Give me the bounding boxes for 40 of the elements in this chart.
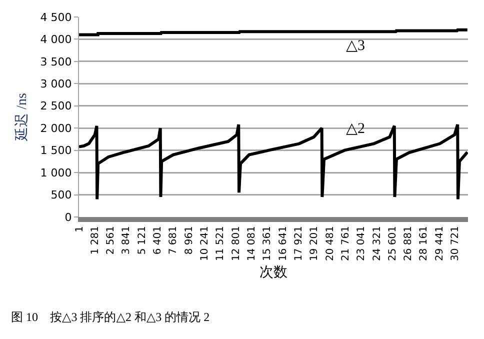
x-tick-label: 3 841 xyxy=(121,226,132,255)
y-tick-label: 500 xyxy=(50,188,72,202)
series-label: △3 xyxy=(346,38,366,54)
x-axis-title: 次数 xyxy=(260,264,288,280)
x-tick-label: 14 081 xyxy=(246,226,258,261)
x-tick-label: 2 561 xyxy=(106,226,117,255)
x-tick-label: 21 761 xyxy=(340,226,352,261)
x-tick-label: 1 281 xyxy=(90,226,101,255)
y-tick-label: 1 000 xyxy=(40,166,72,180)
x-tick-label: 25 601 xyxy=(387,226,398,261)
y-tick-label: 3 500 xyxy=(40,55,72,68)
y-tick-label: 1 500 xyxy=(40,144,72,158)
x-tick-label: 11 521 xyxy=(215,226,226,261)
x-tick-label: 28 161 xyxy=(418,226,430,261)
x-tick-label: 7 681 xyxy=(168,226,180,255)
x-tick-label: 15 361 xyxy=(262,226,274,261)
x-tick-label: 19 201 xyxy=(309,226,320,261)
x-tick-label: 1 xyxy=(74,226,86,232)
y-tick-label: 4 000 xyxy=(40,33,72,46)
series-label: △2 xyxy=(346,121,366,137)
y-tick-label: 3 000 xyxy=(40,78,72,91)
x-tick-label: 29 441 xyxy=(434,226,446,261)
x-tick-label: 24 321 xyxy=(372,226,383,261)
x-tick-label: 10 241 xyxy=(200,226,211,261)
caption: 图 10 按△3 排序的△2 和△3 的情况 2 xyxy=(11,310,210,324)
x-tick-label: 23 041 xyxy=(356,226,368,261)
x-tick-label: 8 961 xyxy=(184,226,195,255)
y-tick-label: 2 500 xyxy=(40,100,72,113)
x-tick-label: 17 921 xyxy=(293,226,304,261)
y-axis-title: 延迟 /ns xyxy=(14,93,30,142)
x-tick-label: 16 641 xyxy=(278,226,289,261)
x-tick-label: 5 121 xyxy=(136,226,148,255)
x-tick-label: 20 481 xyxy=(324,226,336,261)
x-tick-label: 6 401 xyxy=(152,226,164,255)
x-tick-label: 30 721 xyxy=(450,226,462,261)
x-tick-label: 12 801 xyxy=(230,226,242,261)
y-tick-label: 2 000 xyxy=(40,122,72,135)
y-tick-label: 0 xyxy=(64,210,72,224)
y-tick-label: 4 500 xyxy=(40,10,72,24)
x-tick-label: 26 881 xyxy=(403,226,414,261)
